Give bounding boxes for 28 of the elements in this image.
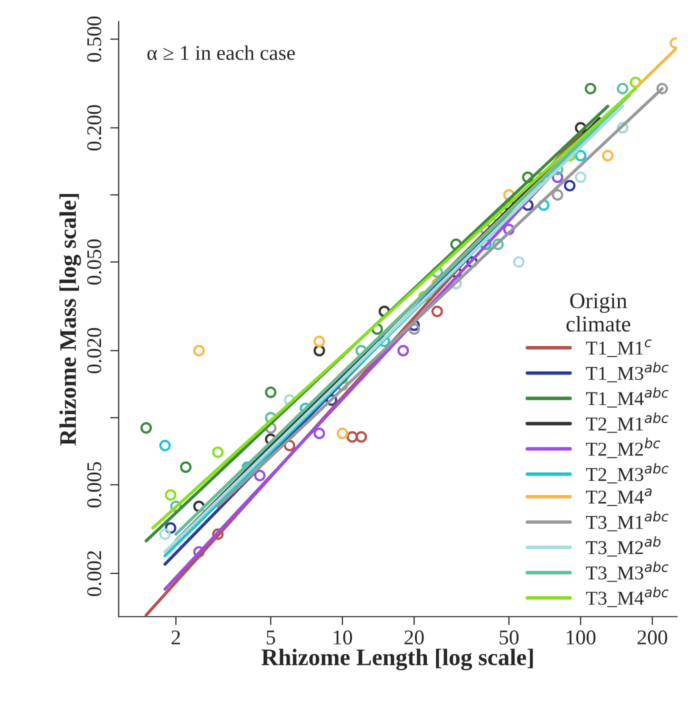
legend-label: T1_M1$^{c}$ (586, 339, 652, 357)
y-tick-label: 0.020 (87, 328, 102, 374)
legend-label: T3_M2$^{ab}$ (586, 536, 661, 557)
annotation: α ≥ 1 in each case (147, 45, 295, 60)
legend-label: T1_M3$^{abc}$ (586, 362, 668, 382)
legend-title: Origin climate (566, 293, 630, 332)
y-tick-label: 0.200 (87, 105, 102, 150)
x-axis-title: Rhizome Length [log scale] (262, 648, 533, 670)
legend-label: T3_M4$^{abc}$ (586, 586, 668, 608)
y-tick-label: 0.002 (87, 551, 102, 596)
legend-label: T1_M4$^{abc}$ (586, 387, 668, 408)
legend-label: T2_M3$^{abc}$ (586, 463, 668, 484)
legend-label: T2_M1$^{abc}$ (586, 412, 668, 433)
x-tick-label: 5 (266, 630, 276, 644)
x-tick-label: 2 (172, 630, 180, 644)
y-axis-title: Rhizome Mass [log scale] (59, 194, 82, 446)
legend-label: T2_M2$^{bc}$ (586, 438, 660, 458)
x-tick-label: 50 (500, 630, 519, 644)
y-tick-label: 0.005 (87, 462, 102, 508)
legend-label: T3_M3$^{abc}$ (586, 562, 668, 582)
y-tick-label: 0.500 (87, 16, 102, 62)
x-tick-label: 100 (566, 630, 596, 644)
legend-label: T3_M1$^{abc}$ (586, 510, 668, 532)
x-tick-label: 10 (334, 630, 352, 644)
x-tick-label: 20 (404, 630, 424, 644)
legend-label: T2_M4$^{a}$ (586, 488, 652, 506)
x-tick-label: 200 (638, 630, 668, 644)
y-tick-label: 0.050 (87, 239, 102, 285)
